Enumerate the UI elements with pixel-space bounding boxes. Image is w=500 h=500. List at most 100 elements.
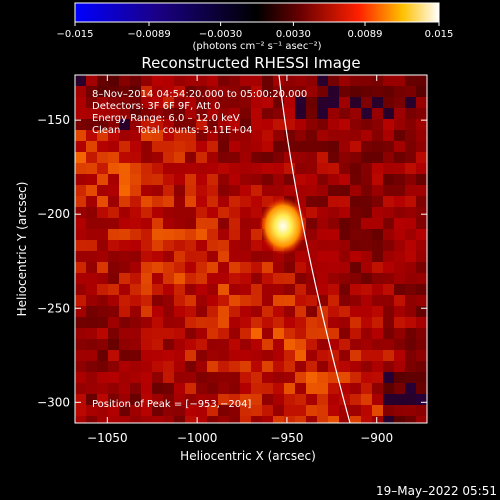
heatmap-cell (207, 163, 218, 174)
y-axis-ticks: −150 −200 −250 −300 (37, 113, 427, 409)
heatmap-cell (328, 383, 339, 394)
heatmap-cell (240, 372, 251, 383)
heatmap-cell (405, 86, 416, 97)
heatmap-cell (262, 141, 273, 152)
heatmap-cell (306, 152, 317, 163)
heatmap-cell (372, 130, 383, 141)
heatmap-cell (284, 306, 295, 317)
heatmap-cell (350, 306, 361, 317)
heatmap-cell (372, 262, 383, 273)
heatmap-cell (97, 350, 108, 361)
heatmap-cell (339, 185, 350, 196)
heatmap-cell (405, 152, 416, 163)
heatmap-cell (152, 372, 163, 383)
heatmap-cell (86, 163, 97, 174)
heatmap-cell (306, 251, 317, 262)
heatmap-cell (350, 372, 361, 383)
heatmap-cell (174, 174, 185, 185)
heatmap-cell (97, 317, 108, 328)
heatmap-cell (317, 383, 328, 394)
heatmap-cell (361, 119, 372, 130)
heatmap-cell (196, 383, 207, 394)
heatmap-cell (130, 306, 141, 317)
heatmap-cell (75, 361, 86, 372)
heatmap-cell (328, 295, 339, 306)
heatmap-cell (350, 163, 361, 174)
y-tick-label: −300 (37, 395, 70, 409)
heatmap-cell (240, 141, 251, 152)
heatmap-cell (86, 251, 97, 262)
heatmap-cell (350, 416, 361, 423)
heatmap-cell (284, 163, 295, 174)
heatmap-cell (251, 361, 262, 372)
heatmap-cell (207, 196, 218, 207)
heatmap-cell (207, 262, 218, 273)
heatmap-cell (273, 130, 284, 141)
heatmap-cell (273, 372, 284, 383)
heatmap-cell (383, 196, 394, 207)
heatmap-cell (196, 361, 207, 372)
heatmap-cell (240, 306, 251, 317)
heatmap-cell (372, 207, 383, 218)
heatmap-cell (218, 218, 229, 229)
heatmap-cell (295, 350, 306, 361)
heatmap-cell (130, 317, 141, 328)
heatmap-cell (317, 328, 328, 339)
heatmap-cell (163, 185, 174, 196)
heatmap-cell (339, 218, 350, 229)
heatmap-cell (361, 328, 372, 339)
heatmap-cell (372, 339, 383, 350)
heatmap-cell (97, 306, 108, 317)
heatmap-cell (317, 350, 328, 361)
heatmap-cell (273, 86, 284, 97)
heatmap-cell (273, 174, 284, 185)
heatmap-cell (273, 141, 284, 152)
heatmap-cell (339, 394, 350, 405)
heatmap-cell (416, 163, 427, 174)
heatmap-cell (394, 229, 405, 240)
heatmap-cell (97, 207, 108, 218)
heatmap-cell (317, 75, 328, 86)
heatmap-cell (350, 350, 361, 361)
heatmap-cell (306, 141, 317, 152)
heatmap-cell (405, 130, 416, 141)
heatmap-cell (108, 141, 119, 152)
heatmap-cell (405, 383, 416, 394)
heatmap-cell (240, 130, 251, 141)
heatmap-cell (273, 339, 284, 350)
heatmap-cell (361, 86, 372, 97)
heatmap-cell (383, 328, 394, 339)
heatmap-cell (152, 405, 163, 416)
heatmap-cell (295, 372, 306, 383)
heatmap-cell (207, 372, 218, 383)
heatmap-cell (251, 185, 262, 196)
heatmap-cell (196, 218, 207, 229)
heatmap-cell (229, 174, 240, 185)
heatmap-cell (328, 174, 339, 185)
heatmap-cell (185, 196, 196, 207)
heatmap-cell (207, 251, 218, 262)
heatmap-cell (295, 295, 306, 306)
heatmap-cell (383, 394, 394, 405)
heatmap-cell (394, 350, 405, 361)
heatmap-cell (229, 394, 240, 405)
heatmap-cell (372, 108, 383, 119)
heatmap-cell (317, 416, 328, 423)
heatmap-cell (372, 185, 383, 196)
heatmap-cell (119, 306, 130, 317)
heatmap-cell (405, 75, 416, 86)
heatmap-cell (405, 416, 416, 423)
heatmap-cell (119, 317, 130, 328)
heatmap-cell (86, 350, 97, 361)
heatmap-cell (394, 163, 405, 174)
heatmap-cell (141, 416, 152, 423)
heatmap-cell (86, 361, 97, 372)
heatmap-cell (328, 218, 339, 229)
heatmap-cell (306, 75, 317, 86)
heatmap-cell (86, 317, 97, 328)
heatmap-cell (174, 86, 185, 97)
heatmap-cell (328, 262, 339, 273)
heatmap-cell (339, 372, 350, 383)
heatmap-cell (86, 108, 97, 119)
heatmap-cell (218, 196, 229, 207)
